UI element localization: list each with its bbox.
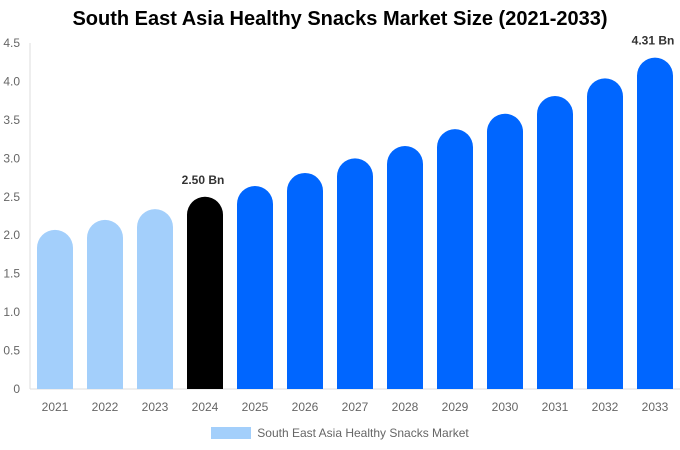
bar-2033: [637, 57, 673, 389]
bar-2025: [237, 186, 273, 389]
bar-2024: [187, 196, 223, 389]
bar-2032: [587, 78, 623, 389]
y-tick-label: 1.0: [3, 305, 20, 319]
x-tick-label: 2024: [192, 400, 219, 414]
data-label-2024: 2.50 Bn: [182, 173, 225, 187]
x-tick-label: 2026: [292, 400, 319, 414]
x-tick-label: 2025: [242, 400, 269, 414]
bar-2028: [387, 146, 423, 389]
x-tick-label: 2021: [42, 400, 69, 414]
bar-2022: [87, 219, 123, 389]
x-tick-label: 2027: [342, 400, 369, 414]
bar-2030: [487, 113, 523, 389]
y-tick-label: 0.5: [3, 344, 20, 358]
bar-2029: [437, 129, 473, 390]
x-tick-label: 2022: [92, 400, 119, 414]
y-tick-label: 3.5: [3, 113, 20, 127]
bar-2027: [337, 158, 373, 389]
legend-swatch: [211, 427, 252, 439]
y-tick-label: 4.5: [3, 36, 20, 50]
chart-title: South East Asia Healthy Snacks Market Si…: [72, 8, 608, 30]
legend: South East Asia Healthy Snacks Market: [0, 426, 680, 440]
x-tick-label: 2033: [642, 400, 669, 414]
y-tick-label: 1.5: [3, 267, 20, 281]
bar-2031: [537, 96, 573, 389]
bar-2026: [287, 172, 323, 389]
x-tick-label: 2029: [442, 400, 469, 414]
y-tick-label: 2.0: [3, 228, 20, 242]
x-tick-label: 2030: [492, 400, 519, 414]
bar-2021: [37, 229, 73, 389]
data-label-2033: 4.31 Bn: [632, 34, 675, 48]
x-tick-label: 2032: [592, 400, 619, 414]
y-tick-label: 0: [13, 382, 20, 396]
y-tick-label: 4.0: [3, 74, 20, 88]
legend-label: South East Asia Healthy Snacks Market: [257, 426, 469, 440]
bar-2023: [137, 209, 173, 389]
y-tick-label: 2.5: [3, 190, 20, 204]
y-tick-label: 3.0: [3, 151, 20, 165]
x-tick-label: 2028: [392, 400, 419, 414]
x-tick-label: 2023: [142, 400, 169, 414]
x-tick-label: 2031: [542, 400, 569, 414]
